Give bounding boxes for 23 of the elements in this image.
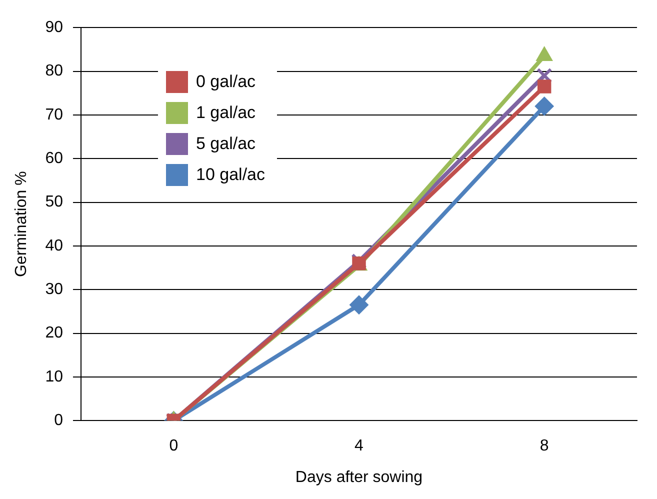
legend-label: 10 gal/ac	[196, 164, 265, 184]
y-tick-label: 50	[45, 194, 64, 211]
point	[537, 80, 552, 94]
y-tick-label: 20	[45, 324, 64, 342]
y-tick-label: 10	[45, 368, 64, 386]
y-axis-title: Germination %	[13, 171, 30, 278]
y-tick-label: 40	[45, 237, 64, 254]
legend-label: 5 gal/ac	[196, 134, 256, 154]
x-tick-label: 8	[540, 438, 549, 455]
x-axis-title: Days after sowing	[295, 468, 423, 486]
point	[536, 68, 552, 84]
y-tick-label: 30	[45, 281, 64, 298]
legend-label: 0 gal/ac	[196, 72, 256, 92]
point	[534, 96, 554, 116]
x-tick-label: 0	[169, 438, 178, 455]
x-tick-label: 4	[354, 438, 364, 455]
y-tick-label: 60	[45, 150, 64, 168]
y-tick-label: 70	[45, 106, 64, 124]
y-tick-label: 90	[45, 19, 64, 36]
y-tick-label: 0	[54, 412, 64, 430]
legend-label: 1 gal/ac	[196, 102, 256, 122]
point	[350, 295, 368, 314]
y-tick-label: 80	[45, 62, 64, 80]
